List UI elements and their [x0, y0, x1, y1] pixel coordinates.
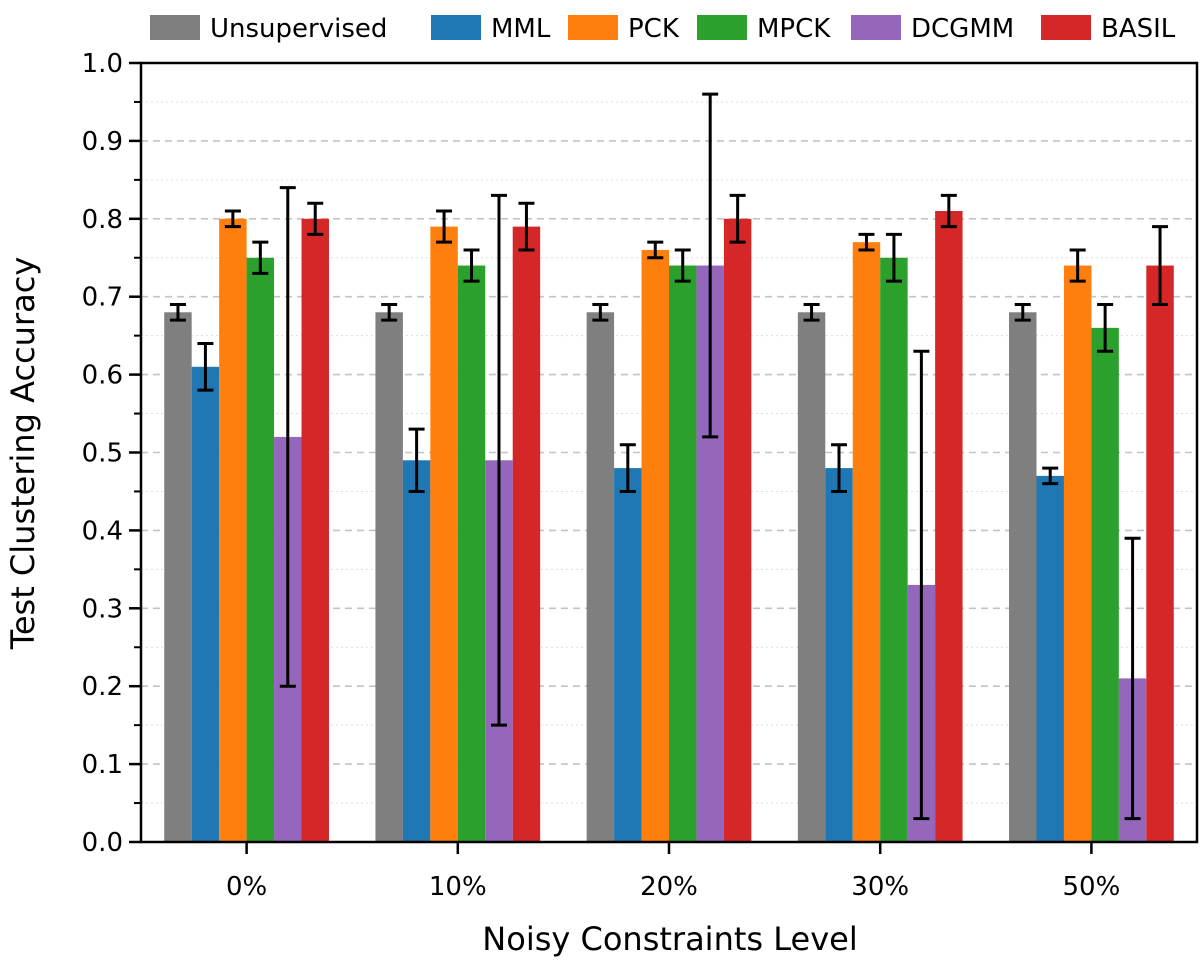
bar — [430, 226, 458, 843]
bar — [614, 468, 642, 842]
bar-series — [164, 211, 1174, 843]
legend-swatch — [697, 15, 747, 40]
legend-swatch — [851, 15, 901, 40]
y-tick-label: 0.4 — [82, 516, 123, 546]
bar — [880, 257, 908, 842]
bar — [301, 218, 329, 843]
y-tick-label: 0.9 — [82, 127, 123, 157]
bar — [1063, 265, 1092, 842]
bar — [375, 312, 403, 842]
bar — [512, 226, 541, 843]
x-tick-label: 50% — [1063, 872, 1121, 902]
plot-frame — [139, 61, 1199, 844]
bar — [935, 211, 963, 842]
y-tick-label: 0.6 — [82, 361, 123, 391]
axes — [129, 61, 1199, 854]
bar — [641, 249, 669, 842]
y-tick-label: 0.5 — [82, 439, 123, 469]
bar — [1146, 265, 1174, 842]
y-tick-label: 0.2 — [82, 672, 123, 702]
legend-label: MPCK — [757, 14, 831, 44]
legend-label: MML — [491, 14, 551, 44]
y-tick-label: 0.1 — [82, 750, 123, 780]
legend-swatch — [568, 15, 618, 40]
bar — [852, 242, 881, 843]
y-tick-label: 0.0 — [82, 828, 123, 858]
y-tick-label: 0.8 — [82, 205, 123, 235]
bar — [1091, 327, 1119, 842]
legend-swatch — [431, 15, 481, 40]
bar — [164, 312, 192, 842]
legend-label: BASIL — [1101, 14, 1176, 44]
x-tick-label: 10% — [429, 872, 487, 902]
bar — [246, 257, 275, 842]
x-tick-label: 20% — [640, 872, 698, 902]
legend-label: PCK — [628, 14, 680, 44]
bar — [1009, 312, 1037, 842]
legend-label: Unsupervised — [210, 14, 387, 44]
error-bars — [169, 92, 1169, 821]
x-tick-label: 0% — [226, 872, 267, 902]
bar — [219, 218, 247, 843]
bar — [825, 468, 853, 842]
x-tick-label: 30% — [851, 872, 909, 902]
tick-labels: 0.0 0.1 0.2 0.3 0.4 0.5 0.6 0.7 0.8 0.9 1.0 0% 10% 20… — [82, 49, 1121, 902]
y-axis-title: Test Clustering Accuracy — [4, 257, 42, 651]
bar — [1036, 475, 1064, 842]
y-tick-label: 0.7 — [82, 283, 123, 313]
y-tick-label: 1.0 — [82, 49, 123, 79]
y-tick-label: 0.3 — [82, 594, 123, 624]
legend-swatch — [150, 15, 200, 40]
bar — [669, 265, 697, 842]
legend-swatch — [1041, 15, 1091, 40]
x-axis-title: Noisy Constraints Level — [482, 920, 857, 958]
bar — [457, 265, 486, 842]
bar — [402, 460, 431, 842]
bar — [797, 312, 826, 842]
bar — [723, 218, 752, 843]
bar — [191, 366, 220, 842]
bar — [586, 312, 615, 842]
legend-label: DCGMM — [911, 14, 1014, 44]
legend: Unsupervised MML PCK MPCK DCGMM BASIL — [150, 14, 1176, 44]
